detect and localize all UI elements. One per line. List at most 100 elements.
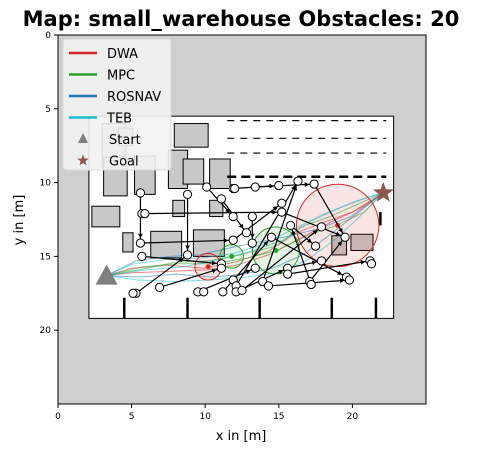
dynamic-obstacle	[309, 179, 319, 189]
legend-item-rosnav: ROSNAV	[69, 90, 161, 105]
obstacle-path-arrowhead	[339, 278, 345, 284]
dynamic-obstacle	[140, 208, 150, 219]
obstacle-path-line	[232, 202, 283, 241]
dynamic-obstacle	[340, 232, 350, 242]
obstacle-path-arrowhead	[178, 257, 184, 263]
dynamic-obstacle	[263, 281, 274, 291]
dynamic-obstacle	[285, 220, 296, 231]
dynamic-obstacle	[182, 250, 193, 260]
legend-label: DWA	[107, 47, 138, 62]
static-obstacle	[150, 230, 183, 259]
dynamic-obstacle	[316, 256, 327, 266]
obstacle-path-arrowhead	[335, 231, 341, 236]
dynamic-obstacle	[216, 263, 227, 273]
plot-area	[57, 34, 427, 405]
obstacle-path-arrowhead	[138, 233, 143, 239]
x-tick-label: 10	[199, 412, 211, 422]
dynamic-obstacle	[274, 180, 284, 191]
dynamic-obstacle	[237, 285, 247, 295]
legend-item-dwa: DWA	[69, 47, 138, 62]
trajectory-teb	[106, 192, 384, 283]
obstacle-path-arrowhead	[278, 269, 284, 275]
dynamic-obstacle	[316, 222, 327, 232]
obstacle-circle-layer	[128, 176, 377, 298]
static-obstacle	[173, 123, 209, 148]
obstacle-path-arrowhead	[292, 185, 298, 191]
legend-item-teb: TEB	[69, 112, 132, 127]
x-tick-label: 15	[273, 412, 284, 422]
robot-center	[205, 264, 211, 270]
dynamic-obstacle	[135, 238, 146, 248]
dynamic-obstacle	[216, 194, 227, 204]
dynamic-obstacle	[228, 211, 238, 222]
dynamic-obstacle	[310, 241, 321, 251]
obstacle-path-line	[255, 183, 315, 188]
legend-item-start: Start	[78, 133, 141, 148]
obstacle-path-line	[235, 180, 299, 287]
static-obstacle	[209, 158, 231, 190]
y-tick-label: 10	[40, 179, 52, 189]
legend-item-mpc: MPC	[69, 69, 135, 84]
start-legend-icon	[78, 133, 88, 143]
legend: DWA MPC ROSNAV TEB Start Goal	[62, 38, 172, 171]
goal-marker	[372, 181, 394, 202]
static-obstacle	[192, 229, 225, 257]
obstacle-path-line	[287, 260, 371, 275]
dynamic-obstacle	[137, 251, 147, 262]
obstacle-path-arrowhead	[223, 238, 229, 243]
legend-label: Start	[109, 133, 141, 148]
dynamic-obstacle	[250, 182, 260, 192]
dynamic-obstacle	[135, 188, 146, 198]
dynamic-obstacle	[283, 269, 293, 279]
dynamic-obstacle	[202, 182, 212, 192]
trajectory-dwa	[106, 192, 384, 277]
obstacle-path-arrowhead	[263, 240, 269, 246]
dynamic-obstacle	[247, 211, 257, 222]
y-axis-label: y in [m]	[12, 195, 27, 246]
obstacle-path-arrowhead	[312, 229, 318, 235]
obstacle-path-arrowhead	[291, 230, 296, 236]
dynamic-obstacle	[228, 235, 238, 245]
legend-label: Goal	[109, 155, 139, 170]
obstacle-path-arrowhead	[311, 260, 317, 266]
legend-label: ROSNAV	[107, 90, 161, 105]
obstacle-path-arrowhead	[272, 206, 278, 211]
obstacle-path-arrowhead	[337, 270, 343, 275]
axes: 0 5 10 15 20 0 5 10 15 20	[40, 31, 359, 422]
dynamic-obstacle	[241, 228, 252, 238]
goal-legend-icon	[77, 154, 89, 166]
legend-item-goal: Goal	[77, 154, 139, 170]
y-tick-label: 0	[45, 31, 51, 41]
obstacle-path-arrowhead	[185, 245, 190, 250]
dynamic-obstacle	[293, 176, 303, 186]
dynamic-obstacle	[218, 287, 228, 297]
dynamic-obstacle	[277, 207, 287, 217]
obstacle-path-line	[141, 211, 282, 215]
dynamic-obstacle	[154, 282, 165, 293]
start-goal-layer	[95, 181, 394, 285]
legend-box	[62, 38, 172, 171]
plot-frame	[57, 34, 427, 405]
obstacle-path-arrowhead	[211, 268, 217, 274]
dynamic-obstacle	[250, 263, 260, 273]
chart-title: Map: small_warehouse Obstacles: 20	[23, 7, 460, 31]
static-obstacle	[182, 158, 205, 185]
dynamic-obstacle	[182, 189, 193, 200]
trajectory-teb	[106, 192, 384, 277]
x-axis-label: x in [m]	[216, 429, 267, 444]
obstacle-path-line	[290, 225, 312, 285]
obstacle-path-arrowhead	[304, 182, 310, 187]
obstacle-path-line	[281, 211, 346, 238]
obstacle-path-line	[159, 267, 222, 288]
obstacle-path-line	[241, 226, 322, 291]
robot-center	[273, 247, 279, 253]
x-tick-label: 5	[129, 412, 135, 422]
obstacle-path-arrowhead	[211, 260, 217, 266]
obstacle-path-arrowhead	[337, 241, 342, 247]
obstacle-path-line	[262, 180, 299, 282]
dynamic-obstacle	[344, 275, 355, 285]
obstacle-path-arrowhead	[238, 223, 244, 229]
obstacle-path-line	[197, 267, 256, 293]
static-obstacle	[122, 232, 134, 253]
